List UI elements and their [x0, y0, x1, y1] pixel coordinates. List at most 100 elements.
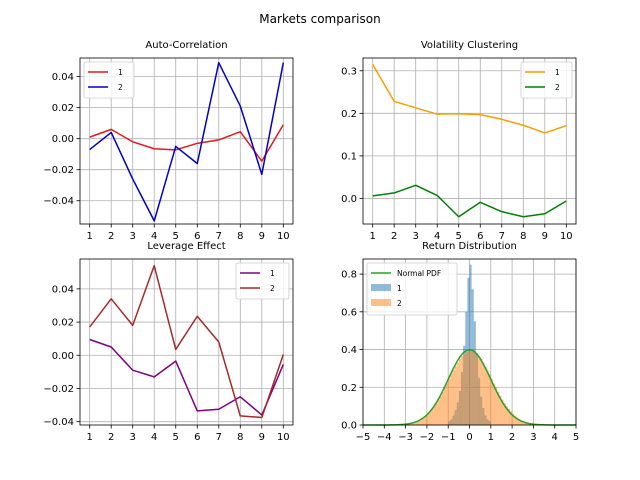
hist-bar-series-2: [429, 411, 432, 425]
x-tick-label: 2: [391, 231, 397, 242]
x-tick-label: 6: [477, 231, 483, 242]
y-tick-label: −0.04: [43, 417, 74, 428]
x-tick-label: 7: [216, 432, 222, 443]
legend-label: 2: [270, 284, 275, 293]
x-tick-label: 1: [369, 231, 375, 242]
axes-frame: [79, 57, 294, 225]
x-tick-label: 3: [130, 231, 136, 242]
x-tick-label: 4: [434, 231, 440, 242]
hist-bar-series-2: [524, 422, 528, 425]
legend-label: 2: [397, 299, 402, 308]
x-tick-label: 1: [86, 231, 92, 242]
x-tick-label: 4: [151, 432, 157, 443]
hist-bar-series-2: [509, 411, 513, 425]
subplot-title: Return Distribution: [422, 241, 517, 252]
y-tick-label: 0.8: [341, 270, 357, 281]
x-tick-label: −4: [377, 432, 392, 443]
legend-label: 2: [555, 83, 560, 92]
x-tick-label: 8: [237, 231, 243, 242]
hist-bar-series-2: [471, 351, 474, 425]
hist-bar-series-2: [422, 417, 425, 425]
legend-swatch-series-1: [371, 284, 391, 291]
x-tick-label: 5: [173, 432, 179, 443]
hist-bar-series-2: [488, 374, 491, 425]
y-tick-label: 0.00: [52, 351, 74, 362]
legend: 12: [83, 61, 135, 99]
x-tick-label: 3: [413, 231, 419, 242]
legend-label: 2: [118, 83, 123, 92]
hist-bar-series-2: [507, 408, 510, 425]
hist-bar-series-2: [465, 352, 468, 425]
x-tick-label: 8: [237, 432, 243, 443]
legend-label: Normal PDF: [397, 269, 441, 278]
hist-bar-series-2: [411, 422, 415, 425]
hist-bar-series-2: [467, 351, 470, 425]
hist-bar-series-2: [418, 420, 421, 425]
x-tick-label: 6: [194, 231, 200, 242]
hist-bar-series-2: [505, 406, 508, 425]
x-tick-label: 9: [259, 231, 265, 242]
y-tick-label: 0.2: [341, 383, 357, 394]
subplot-title: Auto-Correlation: [145, 40, 227, 51]
subplot-title: Volatility Clustering: [421, 40, 518, 51]
hist-bar-series-2: [512, 413, 515, 425]
axes-frame: [79, 258, 294, 426]
hist-bar-series-2: [478, 356, 481, 425]
hist-bar-series-2: [497, 391, 500, 425]
x-tick-label: 3: [130, 432, 136, 443]
x-tick-label: 7: [216, 231, 222, 242]
y-tick-label: 0.02: [52, 103, 74, 114]
hist-bar-series-2: [520, 420, 523, 425]
x-tick-label: 8: [520, 231, 526, 242]
legend: Normal PDF 1 2: [366, 262, 458, 316]
hist-bar-series-1: [469, 264, 472, 425]
hist-bar-series-2: [454, 366, 457, 425]
hist-bar-series-2: [486, 370, 489, 425]
x-tick-label: 2: [108, 432, 114, 443]
x-tick-label: 4: [552, 432, 558, 443]
hist-bar-series-2: [452, 370, 455, 425]
hist-bar-series-2: [446, 383, 449, 425]
x-tick-label: −2: [420, 432, 435, 443]
hist-bar-series-2: [458, 358, 461, 425]
legend-label: 1: [270, 269, 275, 278]
legend-swatch-series-2: [371, 299, 391, 306]
x-tick-label: 10: [277, 432, 290, 443]
x-tick-label: 5: [573, 432, 579, 443]
hist-bar-series-2: [495, 387, 498, 425]
hist-bar-series-2: [463, 354, 466, 425]
hist-bar-series-2: [469, 350, 472, 425]
subplot-title: Leverage Effect: [147, 241, 225, 252]
y-tick-label: 0.04: [52, 284, 74, 295]
y-tick-label: 0.3: [341, 66, 357, 77]
hist-bar-series-2: [409, 423, 412, 425]
axes-frame: [362, 57, 577, 225]
x-tick-label: −1: [441, 432, 456, 443]
figure-title: Markets comparison: [259, 12, 380, 26]
x-tick-label: 7: [499, 231, 505, 242]
hist-bar-series-2: [420, 418, 423, 425]
legend-box: [83, 61, 135, 99]
y-tick-label: 0.00: [52, 134, 74, 145]
hist-bar-series-2: [475, 354, 479, 425]
series-line-1: [89, 338, 285, 416]
y-tick-label: 0.04: [52, 72, 74, 83]
hist-bar-series-2: [456, 362, 459, 425]
y-tick-label: 0.2: [341, 109, 357, 120]
x-tick-label: 4: [151, 231, 157, 242]
legend-box: [520, 61, 573, 99]
legend-label: 1: [118, 68, 123, 77]
hist-bar-series-2: [439, 395, 442, 425]
hist-bar-series-2: [414, 422, 417, 425]
hist-bar-series-2: [482, 362, 485, 425]
y-tick-label: −0.02: [43, 384, 74, 395]
hist-bar-series-2: [490, 378, 493, 425]
y-tick-label: 0.0: [341, 421, 357, 432]
hist-bar-series-2: [441, 391, 444, 425]
y-tick-label: 0.4: [341, 345, 357, 356]
hist-bar-series-2: [473, 352, 476, 425]
legend-box: [235, 262, 290, 300]
hist-bar-series-2: [460, 356, 464, 425]
